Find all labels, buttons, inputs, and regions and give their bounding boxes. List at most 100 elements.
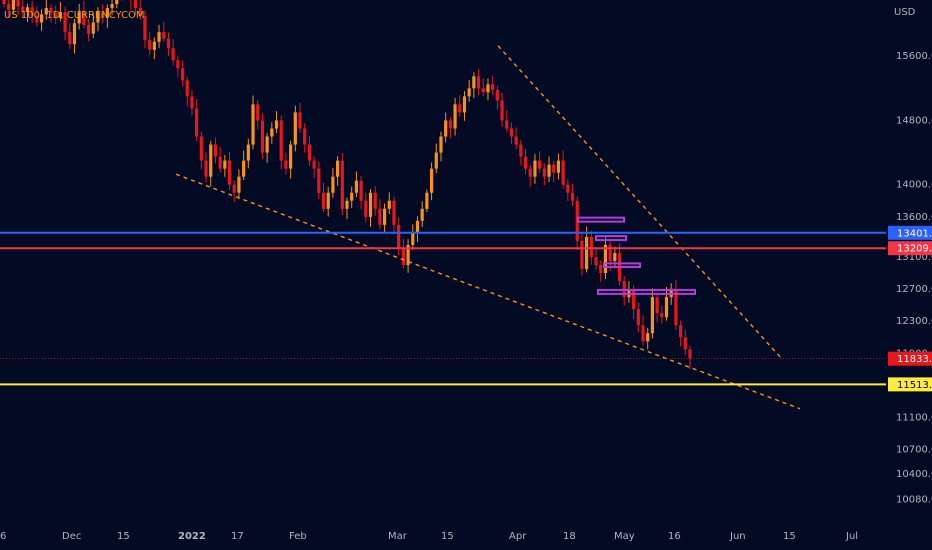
candle-body bbox=[91, 22, 95, 34]
candle-body bbox=[11, 0, 15, 10]
candle-body bbox=[528, 168, 532, 177]
candle-body bbox=[213, 144, 218, 157]
candle-body bbox=[401, 248, 405, 266]
time-tick-label: Jul bbox=[845, 531, 858, 542]
candle-body bbox=[298, 112, 302, 129]
candle-body bbox=[143, 16, 147, 41]
price-badge bbox=[888, 377, 932, 392]
time-tick-label: Jun bbox=[729, 531, 746, 542]
candle-body bbox=[331, 176, 335, 193]
lower-trendline bbox=[175, 173, 801, 410]
candle-body bbox=[373, 192, 377, 209]
candle-body bbox=[387, 200, 391, 209]
price-tick-label: 10080.0 bbox=[896, 495, 932, 506]
zone-box bbox=[595, 235, 627, 242]
candle-body bbox=[279, 120, 283, 161]
candle-body bbox=[556, 160, 561, 173]
candle-body bbox=[434, 152, 438, 169]
candle-body bbox=[270, 128, 274, 137]
symbol-label: US 100, 1D, CURRENCYCOM bbox=[4, 10, 145, 21]
lines-layer bbox=[0, 45, 886, 410]
candle-body bbox=[500, 100, 504, 121]
candle-body bbox=[336, 160, 340, 177]
candle-body bbox=[448, 120, 452, 129]
candle-body bbox=[218, 156, 222, 169]
time-tick-label: 2022 bbox=[178, 531, 206, 542]
time-tick-label: Dec bbox=[62, 531, 81, 542]
candle-body bbox=[364, 200, 368, 217]
time-tick-label: Apr bbox=[509, 531, 527, 542]
candle-body bbox=[345, 200, 349, 209]
candle-body bbox=[368, 192, 373, 217]
candle-body bbox=[96, 12, 100, 23]
candle-body bbox=[21, 6, 25, 13]
candle-body bbox=[523, 156, 528, 169]
candle-body bbox=[608, 244, 612, 261]
candle-body bbox=[180, 68, 185, 81]
candle-body bbox=[397, 224, 401, 249]
price-tick-label: 13600.0 bbox=[896, 212, 932, 223]
candle-body bbox=[439, 136, 443, 153]
candle-body bbox=[303, 128, 307, 145]
candle-body bbox=[509, 128, 514, 137]
time-tick-label: Feb bbox=[289, 531, 307, 542]
candle-body bbox=[77, 11, 81, 24]
candle-body bbox=[406, 244, 410, 266]
candle-body bbox=[467, 88, 471, 97]
candle-body bbox=[688, 349, 692, 359]
candle-body bbox=[110, 4, 114, 9]
candle-body bbox=[561, 160, 565, 185]
candle-body bbox=[655, 297, 659, 314]
candle-body bbox=[7, 4, 11, 10]
price-tick-label: 12300.0 bbox=[896, 316, 932, 327]
candle-body bbox=[650, 297, 655, 334]
time-tick-label: 15 bbox=[441, 531, 454, 542]
candle-body bbox=[157, 32, 161, 42]
candle-body bbox=[242, 160, 246, 177]
candle-body bbox=[72, 23, 77, 45]
candle-body bbox=[415, 220, 420, 233]
candle-body bbox=[542, 168, 546, 177]
price-badge bbox=[888, 225, 932, 240]
zones-layer bbox=[577, 216, 696, 295]
candle-body bbox=[185, 80, 189, 97]
candle-body bbox=[458, 104, 462, 113]
candle-body bbox=[49, 8, 53, 13]
price-badge-label: 11513.6 bbox=[897, 380, 932, 391]
candle-body bbox=[312, 160, 316, 169]
candle-body bbox=[176, 60, 180, 69]
candle-body bbox=[105, 8, 109, 18]
candle-body bbox=[646, 333, 650, 342]
candle-body bbox=[589, 236, 593, 257]
candle-body bbox=[223, 160, 227, 169]
candle-body bbox=[599, 265, 603, 274]
candle-body bbox=[350, 192, 354, 201]
time-tick-label: 17 bbox=[231, 531, 244, 542]
candle-body bbox=[204, 160, 208, 177]
time-tick-label: 15 bbox=[117, 531, 130, 542]
candle-body bbox=[284, 160, 288, 169]
candle-body bbox=[354, 180, 358, 193]
axes-layer: 15600.0 14800.0 14000.0 13600.0 13100.0 12700… bbox=[0, 51, 932, 542]
candle-body bbox=[35, 16, 39, 23]
candle-body bbox=[227, 160, 232, 185]
candle-body bbox=[429, 168, 434, 193]
time-tick-label: 16 bbox=[668, 531, 681, 542]
candle-body bbox=[340, 160, 344, 209]
candle-body bbox=[660, 313, 664, 318]
candle-body bbox=[237, 176, 241, 193]
candle-body bbox=[486, 84, 490, 93]
price-tick-label: 15600.0 bbox=[896, 51, 932, 62]
candle-body bbox=[570, 192, 575, 201]
candle-body bbox=[171, 48, 175, 61]
candle-body bbox=[378, 208, 382, 225]
upper-trendline bbox=[497, 45, 783, 360]
candle-body bbox=[25, 7, 30, 13]
candle-body bbox=[115, 0, 119, 5]
candle-body bbox=[674, 289, 678, 326]
candle-body bbox=[613, 252, 617, 261]
candle-body bbox=[86, 24, 91, 34]
candle-body bbox=[552, 164, 556, 173]
